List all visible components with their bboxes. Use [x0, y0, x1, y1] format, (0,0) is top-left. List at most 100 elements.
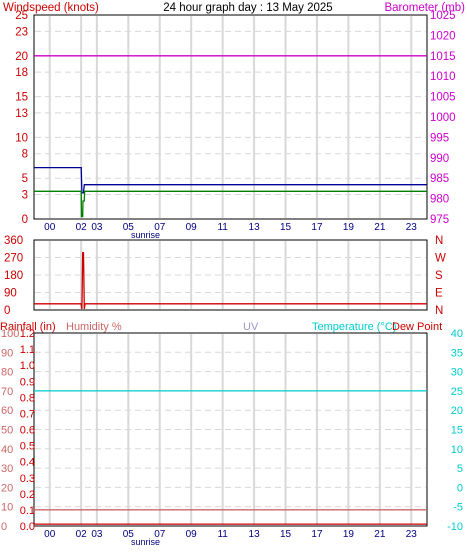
barometer-tick-label: 1015 [430, 51, 456, 63]
humidity-tick-label: 60 [1, 405, 13, 417]
humidity-tick-label: 100 [1, 328, 19, 340]
hour-label-bottom: 05 [123, 529, 135, 540]
rainfall-tick-label: 0.5 [20, 441, 35, 453]
humidity-tick-label: 0 [1, 521, 7, 533]
rainfall-tick-label: 0.0 [20, 521, 35, 533]
temperature-tick-label: 25 [451, 386, 463, 398]
wind-direction-line [34, 251, 427, 310]
wind-panel [33, 14, 428, 220]
temperature-tick-label: 30 [451, 367, 463, 379]
temperature-tick-label: 35 [451, 347, 463, 359]
temperature-axis-title: Temperature (°C) [312, 321, 396, 333]
barometer-tick-label: 1005 [430, 92, 456, 104]
hour-label-top: 11 [217, 222, 228, 233]
rainfall-tick-label: 1.2 [20, 328, 35, 340]
barometer-tick-label: 1025 [430, 10, 456, 22]
rainfall-tick-label: 0.3 [20, 473, 35, 485]
barometer-tick-label: 1010 [430, 71, 456, 83]
temperature-tick-label: 5 [457, 463, 463, 475]
wind-tick-label: 15 [15, 92, 28, 104]
wind-tick-label: 8 [22, 149, 28, 161]
hour-label-bottom: 19 [343, 529, 355, 540]
temperature-tick-label: -5 [453, 502, 463, 514]
temperature-tick-label: 0 [457, 482, 463, 494]
sunrise-label-bottom: sunrise [131, 537, 160, 547]
barometer-tick-label: 995 [430, 132, 449, 144]
hour-label-top: 23 [406, 222, 418, 233]
hour-label-top: 13 [249, 222, 261, 233]
rainfall-tick-label: 0.4 [20, 457, 35, 469]
hour-label-top: 17 [311, 222, 323, 233]
rainfall-tick-label: 0.6 [20, 425, 35, 437]
temperature-tick-label: 10 [451, 444, 463, 456]
wind-tick-label: 23 [15, 26, 28, 38]
temperature-tick-label: 15 [451, 425, 463, 437]
dewpoint-axis-title: Dew Point [392, 321, 442, 333]
hour-label-top: 05 [123, 222, 135, 233]
barometer-tick-label: 990 [430, 153, 449, 165]
hour-label-bottom: 21 [374, 529, 386, 540]
rainfall-tick-label: 0.9 [20, 376, 35, 388]
wind-tick-label: 25 [15, 10, 28, 22]
rainfall-tick-label: 0.2 [20, 489, 35, 501]
barometer-tick-label: 1000 [430, 112, 456, 124]
barometer-tick-label: 975 [430, 214, 449, 226]
rainfall-tick-label: 1.1 [20, 344, 35, 356]
wind-tick-label: 10 [15, 132, 28, 144]
barometer-axis-title: Barometer (mb) [384, 2, 465, 14]
windspeed-line [34, 190, 427, 218]
hour-label-bottom: 17 [311, 529, 323, 540]
direction-tick-label: 90 [4, 288, 17, 300]
hour-label-top: 07 [154, 222, 166, 233]
direction-tick-label: 0 [4, 305, 10, 317]
hour-label-top: 15 [280, 222, 292, 233]
temperature-tick-label: -10 [447, 521, 463, 533]
humidity-axis-title: Humidity % [66, 321, 122, 333]
climate-panel [33, 332, 428, 527]
wind-tick-label: 18 [15, 67, 28, 79]
hour-label-bottom: 03 [91, 529, 103, 540]
wind-tick-label: 0 [22, 214, 28, 226]
humidity-tick-label: 70 [1, 386, 13, 398]
wind-tick-label: 5 [22, 173, 28, 185]
rainfall-tick-label: 0.1 [20, 505, 35, 517]
hour-label-top: 19 [343, 222, 355, 233]
hour-label-bottom: 13 [249, 529, 261, 540]
temperature-tick-label: 20 [451, 405, 463, 417]
hour-label-top: 02 [76, 222, 88, 233]
rainfall-tick-label: 1.0 [20, 360, 35, 372]
humidity-tick-label: 40 [1, 444, 13, 456]
sunrise-label-top: sunrise [131, 230, 160, 240]
rainfall-tick-label: 0.8 [20, 392, 35, 404]
hour-label-top: 00 [44, 222, 56, 233]
hour-label-top: 03 [91, 222, 103, 233]
compass-tick-label: N [435, 305, 443, 317]
temperature-tick-label: 40 [451, 328, 463, 340]
hour-label-bottom: 02 [76, 529, 88, 540]
humidity-tick-label: 90 [1, 347, 13, 359]
direction-panel [33, 239, 428, 311]
humidity-tick-label: 30 [1, 463, 13, 475]
compass-tick-label: N [435, 235, 443, 247]
wind-tick-label: 20 [15, 51, 28, 63]
rainfall-tick-label: 0.7 [20, 408, 35, 420]
wind-axis-title: Windspeed (knots) [3, 2, 99, 14]
direction-tick-label: 270 [4, 253, 23, 265]
wind-tick-label: 3 [22, 190, 28, 202]
hour-label-bottom: 11 [217, 529, 228, 540]
wind-tick-label: 13 [15, 108, 28, 120]
hour-label-bottom: 07 [154, 529, 166, 540]
uv-axis-title: UV [243, 321, 259, 333]
direction-tick-label: 180 [4, 270, 23, 282]
humidity-tick-label: 10 [1, 502, 13, 514]
graph-title: 24 hour graph day : 13 May 2025 [163, 2, 332, 14]
gust-line [34, 166, 427, 194]
humidity-tick-label: 50 [1, 425, 13, 437]
compass-tick-label: S [435, 270, 443, 282]
humidity-tick-label: 80 [1, 367, 13, 379]
hour-label-top: 21 [374, 222, 386, 233]
hour-label-bottom: 15 [280, 529, 292, 540]
barometer-tick-label: 1020 [430, 30, 456, 42]
hour-label-top: 09 [186, 222, 198, 233]
